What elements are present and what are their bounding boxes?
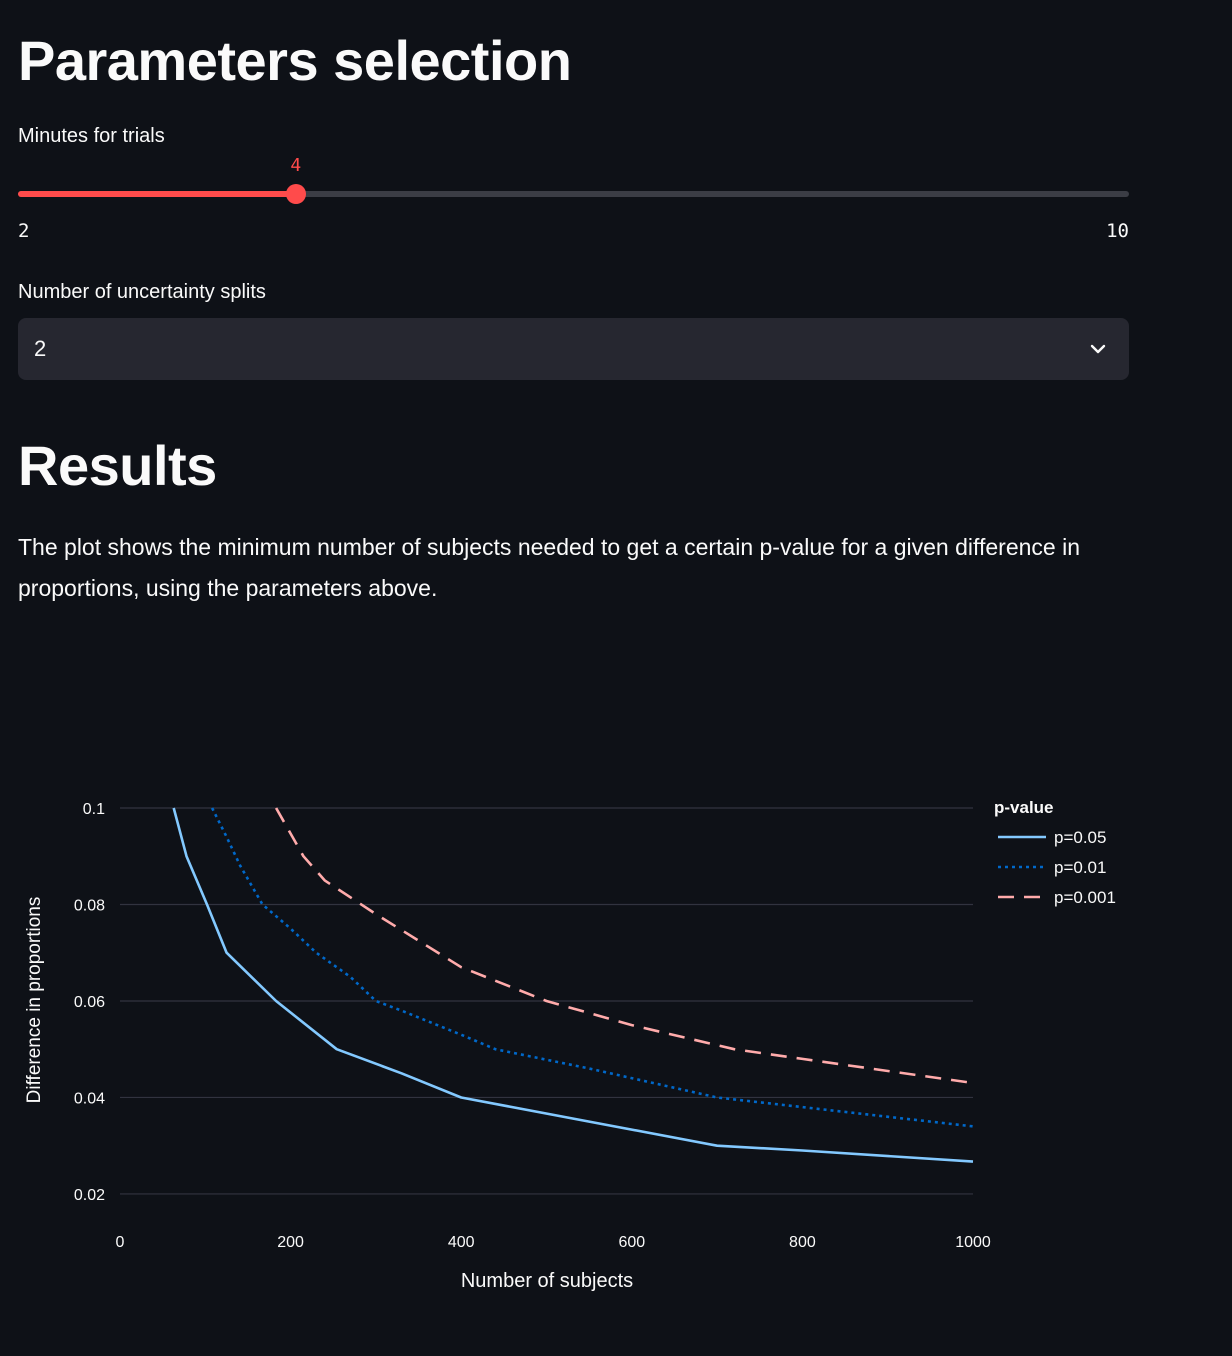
y-tick-label: 0.04 [74, 1090, 105, 1107]
splits-select-label: Number of uncertainty splits [18, 281, 266, 303]
legend-title: p-value [994, 798, 1054, 817]
results-heading: Results [18, 434, 217, 497]
slider-thumb[interactable] [285, 184, 306, 204]
chart-y-axis-label: Difference in proportions [24, 897, 45, 1104]
x-tick-label: 600 [618, 1234, 645, 1251]
results-chart: 0.02 0.04 0.06 0.08 0.1 0 200 400 600 800 1000 Di… [24, 798, 1116, 1292]
y-tick-label: 0.06 [74, 994, 105, 1011]
chevron-down-icon [1090, 344, 1106, 354]
legend-entry: p=0.001 [1054, 888, 1116, 907]
y-tick-label: 0.1 [83, 801, 105, 818]
minutes-slider-label: Minutes for trials [18, 125, 165, 147]
slider-fill [18, 191, 296, 197]
chart-x-ticks: 0 200 400 600 800 1000 [116, 1234, 991, 1251]
x-tick-label: 1000 [955, 1234, 991, 1251]
results-description: The plot shows the minimum number of sub… [18, 534, 1080, 601]
slider-max-label: 10 [1106, 220, 1129, 242]
chart-legend: p-value p=0.05 p=0.01 p=0.001 [994, 798, 1116, 907]
chart-x-axis-label: Number of subjects [461, 1270, 633, 1292]
legend-entry: p=0.05 [1054, 828, 1106, 847]
minutes-slider[interactable]: 4 [18, 155, 1129, 204]
series-line-p=0.01 [210, 807, 974, 1128]
splits-select[interactable]: 2 [18, 318, 1129, 380]
y-tick-label: 0.08 [74, 897, 105, 914]
slider-current-value: 4 [290, 155, 302, 176]
chart-y-ticks: 0.02 0.04 0.06 0.08 0.1 [74, 801, 105, 1204]
legend-entry: p=0.01 [1054, 858, 1106, 877]
slider-min-label: 2 [18, 220, 30, 242]
series-line-p=0.05 [172, 807, 974, 1163]
x-tick-label: 0 [116, 1234, 125, 1251]
chart-series [172, 807, 974, 1163]
x-tick-label: 400 [448, 1234, 475, 1251]
splits-selected-value: 2 [34, 336, 47, 361]
x-tick-label: 800 [789, 1234, 816, 1251]
parameters-heading: Parameters selection [18, 29, 572, 92]
x-tick-label: 200 [277, 1234, 304, 1251]
y-tick-label: 0.02 [74, 1187, 105, 1204]
series-line-p=0.001 [274, 807, 974, 1085]
